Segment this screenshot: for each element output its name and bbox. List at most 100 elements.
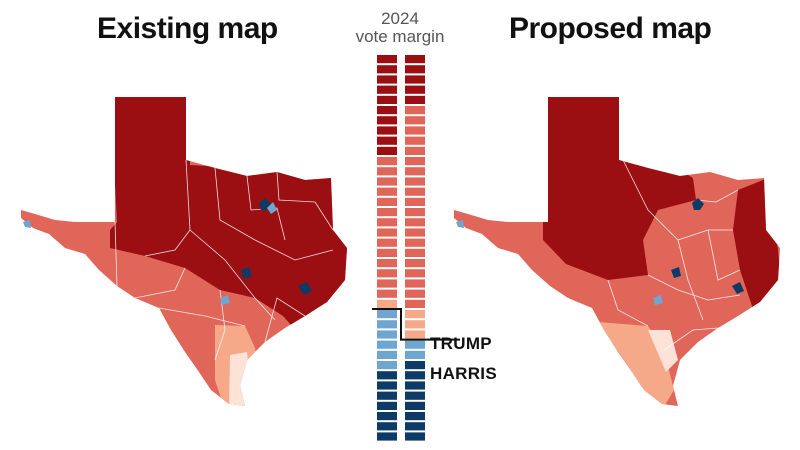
austin-blue-district [241,267,252,279]
proposed-district-cell [405,85,425,94]
proposed-district-cell [405,381,425,390]
panhandle-west-district [543,97,696,280]
existing-district-cell [377,269,397,278]
proposed-district-cell [405,218,425,227]
existing-district-cell [377,228,397,237]
el-paso-blue-district [23,220,31,228]
proposed-district-cell [405,177,425,186]
existing-map-title: Existing map [97,12,278,45]
proposed-district-cell [405,269,425,278]
proposed-district-cell [405,320,425,329]
existing-district-cell [377,401,397,410]
proposed-district-cell [405,228,425,237]
existing-district-cell [377,412,397,421]
proposed-district-lines [567,159,741,351]
district-bars [372,55,460,441]
existing-district-cell [377,432,397,441]
existing-district-cell [377,310,397,319]
trump-harris-divider [372,308,460,341]
proposed-district-cell [405,371,425,380]
existing-district-cell [377,157,397,166]
existing-district-cell [377,177,397,186]
existing-district-cell [377,75,397,84]
existing-district-cell [377,248,397,257]
proposed-district-cell [405,106,425,115]
existing-district-shapes [21,97,347,406]
rio-grande-district [648,330,678,372]
existing-district-cell [377,238,397,247]
proposed-district-cell [405,259,425,268]
proposed-district-cell [405,432,425,441]
rio-grande-district [229,352,251,406]
proposed-district-cell [405,208,425,217]
proposed-district-cell [405,126,425,135]
proposed-district-cell [405,167,425,176]
existing-district-cell [377,65,397,74]
existing-district-cell [377,279,397,288]
existing-district-cell [377,85,397,94]
proposed-district-cell [405,55,425,64]
proposed-district-cell [405,136,425,145]
proposed-district-cell [405,289,425,298]
harris-label: HARRIS [430,364,497,383]
existing-district-cell [377,340,397,349]
existing-district-cell [377,106,397,115]
san-antonio-blue-district [220,295,230,305]
existing-district-cell [377,259,397,268]
existing-district-cell [377,95,397,104]
existing-texas-map [21,97,347,406]
existing-district-column [377,55,397,441]
austin-blue-district [671,267,681,278]
proposed-district-cell [405,157,425,166]
proposed-district-cell [405,310,425,319]
proposed-district-cell [405,422,425,431]
houston-blue-district [298,282,312,295]
el-paso-blue-district [456,220,464,228]
existing-district-cell [377,330,397,339]
existing-district-cell [377,289,397,298]
existing-city-blue-districts [23,198,312,305]
existing-district-cell [377,116,397,125]
proposed-district-cell [405,65,425,74]
existing-district-cell [377,371,397,380]
existing-district-cell [377,146,397,155]
san-antonio-blue-district [653,295,663,305]
houston-blue-district [732,282,744,294]
proposed-district-cell [405,248,425,257]
proposed-district-cell [405,187,425,196]
existing-district-cell [377,218,397,227]
existing-district-cell [377,197,397,206]
proposed-district-cell [405,391,425,400]
proposed-district-cell [405,340,425,349]
proposed-district-cell [405,75,425,84]
existing-district-cell [377,126,397,135]
proposed-district-column [405,55,425,441]
houston-suburb-district [283,290,311,320]
existing-district-cell [377,208,397,217]
existing-district-cell [377,136,397,145]
proposed-district-cell [405,412,425,421]
proposed-district-cell [405,350,425,359]
proposed-district-cell [405,279,425,288]
proposed-district-cell [405,197,425,206]
existing-district-cell [377,167,397,176]
proposed-district-cell [405,116,425,125]
proposed-district-cell [405,146,425,155]
proposed-district-cell [405,361,425,370]
north-west-east-districts [110,97,347,352]
existing-district-cell [377,422,397,431]
proposed-district-cell [405,401,425,410]
proposed-district-cell [405,238,425,247]
legend-subtitle: vote margin [355,27,445,46]
existing-district-cell [377,381,397,390]
trump-label: TRUMP [430,334,492,353]
existing-district-lines [114,159,334,361]
proposed-map-title: Proposed map [509,12,712,45]
proposed-texas-map [454,97,780,406]
fort-worth-blue-district [267,202,277,214]
legend-title: 2024 vote margin [340,10,460,46]
proposed-district-cell [405,330,425,339]
existing-district-cell [377,320,397,329]
existing-district-cell [377,55,397,64]
dallas-blue-district [692,198,704,210]
